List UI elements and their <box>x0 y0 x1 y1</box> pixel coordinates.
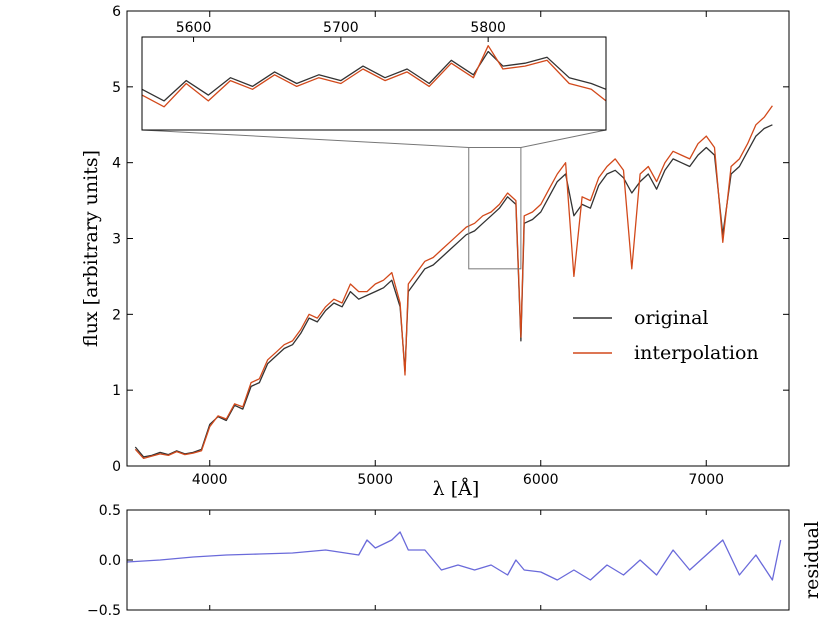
residual-y-tick-label: 0.5 <box>99 503 121 519</box>
x-tick-label: 4000 <box>192 472 228 488</box>
x-tick-label: 6000 <box>523 472 559 488</box>
inset-frame <box>141 36 607 131</box>
y-tick-label: 6 <box>112 4 121 20</box>
inset-x-tick-label: 5700 <box>323 20 359 36</box>
inset-series-line-interpolation <box>141 45 607 108</box>
zoom-connector-left <box>141 129 469 148</box>
zoom-region-box <box>468 147 522 270</box>
main-chart: 4000 5000 6000 7000 0 1 2 3 4 5 6 λ [Å] flux [arbitr… <box>80 4 790 500</box>
zoom-connector-right <box>520 129 607 148</box>
inset-x-tick-label: 5600 <box>176 20 212 36</box>
legend-label-original: original <box>634 307 708 329</box>
residual-series-line <box>126 531 782 581</box>
legend-label-interpolation: interpolation <box>634 342 759 364</box>
y-tick-label: 3 <box>112 232 121 248</box>
y-axis-label: flux [arbitrary units] <box>80 150 102 347</box>
y-tick-label: 1 <box>112 383 121 399</box>
inset-series-line-original <box>141 50 607 102</box>
zoom-guides <box>141 129 607 270</box>
x-tick-label: 5000 <box>357 472 393 488</box>
y-tick-label: 5 <box>112 80 121 96</box>
series-line-interpolation <box>134 105 773 460</box>
residual-chart: −0.5 0.0 0.5 residual <box>87 503 823 619</box>
legend: original interpolation <box>573 307 759 364</box>
residual-axis-label: residual <box>801 521 823 599</box>
inset-background <box>142 37 606 130</box>
residual-axes-frame <box>126 509 790 611</box>
residual-y-tick-label: −0.5 <box>87 603 121 619</box>
x-tick-label: 7000 <box>688 472 724 488</box>
x-axis-label: λ [Å] <box>433 478 480 500</box>
y-tick-label: 0 <box>112 459 121 475</box>
inset-chart: 5600 5700 5800 <box>141 20 607 131</box>
series-line-original <box>134 124 773 458</box>
y-tick-label: 2 <box>112 307 121 323</box>
inset-x-tick-label: 5800 <box>470 20 506 36</box>
y-tick-label: 4 <box>112 156 121 172</box>
residual-y-tick-label: 0.0 <box>99 553 121 569</box>
